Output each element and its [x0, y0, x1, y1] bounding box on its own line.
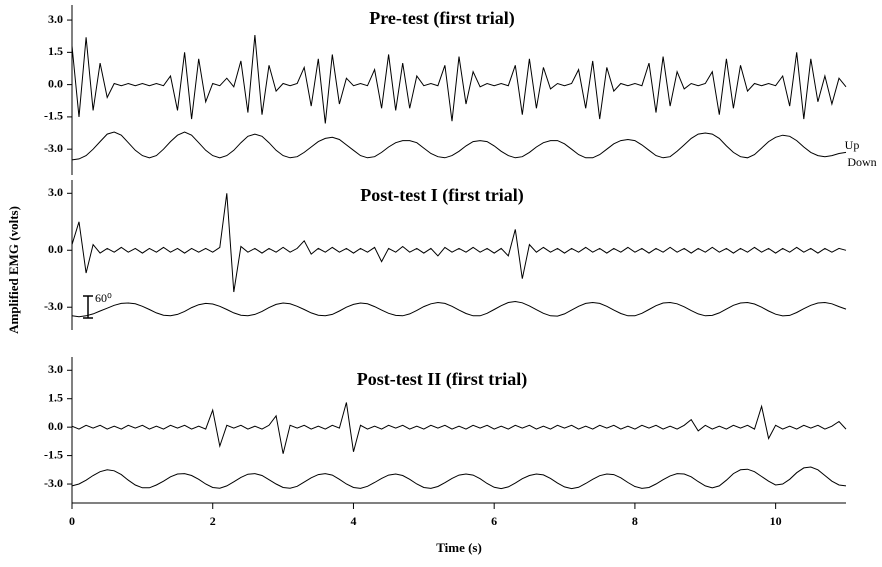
x-tick-label: 6 [491, 514, 497, 528]
x-axis-label: Time (s) [436, 540, 482, 555]
y-tick-label: 0.0 [48, 242, 63, 256]
x-tick-label: 8 [632, 514, 638, 528]
panel-title: Post-test II (first trial) [357, 369, 527, 390]
signal-line [71, 131, 847, 161]
y-tick-label: -1.5 [44, 109, 63, 123]
signal-line [71, 193, 847, 293]
signal-line [71, 300, 847, 318]
x-tick-label: 10 [770, 514, 782, 528]
y-tick-label: 3.0 [48, 362, 63, 376]
x-tick-label: 2 [210, 514, 216, 528]
y-tick-label: 0.0 [48, 76, 63, 90]
y-tick-label: -1.5 [44, 447, 63, 461]
y-tick-label: 3.0 [48, 185, 63, 199]
y-tick-label: -3.0 [44, 476, 63, 490]
y-tick-label: 3.0 [48, 12, 63, 26]
panel-title: Pre-test (first trial) [369, 8, 515, 29]
scale-bar [83, 295, 93, 319]
annotation: Down [847, 155, 876, 169]
signal-line [71, 402, 847, 454]
x-tick-label: 4 [350, 514, 356, 528]
signal-line [71, 466, 847, 490]
panel-title: Post-test I (first trial) [360, 185, 523, 206]
y-tick-label: 1.5 [48, 390, 63, 404]
annotation: Up [845, 138, 860, 152]
y-tick-label: -3.0 [44, 299, 63, 313]
x-tick-label: 0 [69, 514, 75, 528]
y-axis-label: Amplified EMG (volts) [6, 206, 21, 334]
signal-line [71, 35, 847, 124]
y-tick-label: 0.0 [48, 419, 63, 433]
y-tick-label: 1.5 [48, 44, 63, 58]
y-tick-label: -3.0 [44, 141, 63, 155]
annotation: 60⁰ [95, 291, 112, 305]
